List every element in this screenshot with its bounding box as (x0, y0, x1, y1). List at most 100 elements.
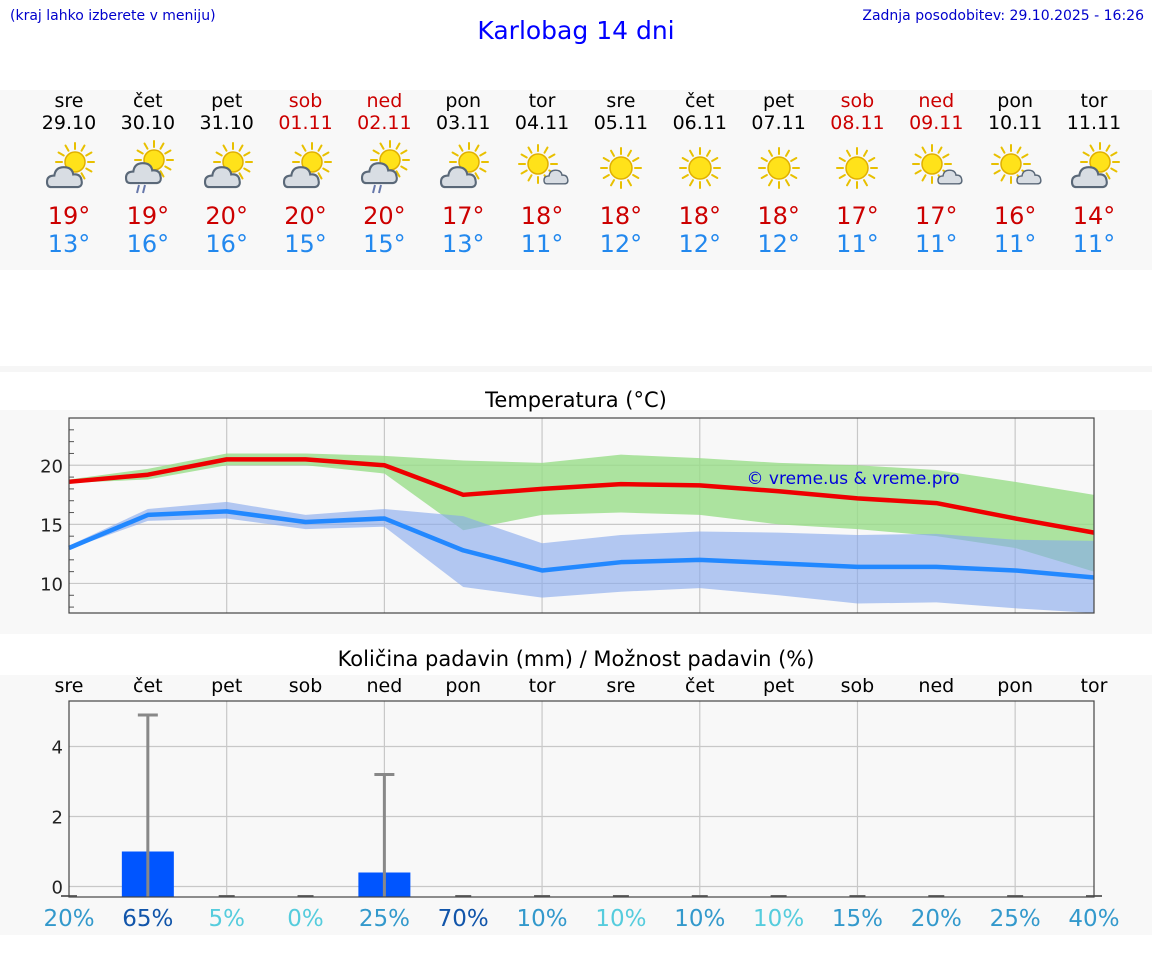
precip-chance: 20% (43, 906, 94, 932)
precip-chance: 40% (1068, 906, 1119, 932)
cloud-shape (937, 169, 963, 185)
min-temp: 12° (678, 230, 722, 258)
sun-disc (458, 151, 480, 173)
forecast-day: pet 31.10 20° 16° (187, 90, 267, 258)
precip-chance: 10% (674, 906, 725, 932)
partly-cloudy-icon (45, 142, 95, 189)
min-temp: 13° (47, 230, 91, 258)
cloud-shape (203, 166, 241, 189)
day-date: 07.11 (751, 112, 806, 134)
mostly-sunny-icon (518, 144, 569, 185)
min-temp: 12° (599, 230, 643, 258)
sun-disc (1000, 153, 1022, 175)
day-date: 05.11 (593, 112, 649, 134)
day-name: tor (528, 90, 556, 112)
day-label: sre (55, 675, 84, 697)
mostly-sunny-icon (912, 144, 963, 185)
sun-disc (921, 153, 944, 175)
day-date: 30.10 (120, 112, 176, 134)
day-date: 29.10 (41, 112, 97, 134)
day-date: 10.11 (987, 112, 1043, 134)
day-label: čet (685, 675, 715, 697)
forecast-day: sre 29.10 19° 13° (29, 90, 109, 258)
y-tick-label: 2 (52, 808, 63, 829)
day-label: pon (445, 675, 481, 697)
sun-disc (300, 151, 323, 173)
forecast-day: pet 07.11 18° 12° (739, 90, 819, 258)
sunny-icon (599, 147, 642, 189)
partly-cloudy-icon (1070, 142, 1120, 189)
day-name: ned (366, 90, 403, 112)
rain-drops (135, 184, 146, 194)
precip-chance: 15% (832, 906, 883, 932)
precip-chance: 65% (122, 906, 173, 932)
forecast-day: tor 04.11 18° 11° (502, 90, 582, 258)
max-temp: 18° (757, 202, 800, 230)
watermark: © vreme.us & vreme.pro (746, 469, 959, 489)
precip-chance: 70% (438, 906, 489, 932)
forecast-day: čet 06.11 18° 12° (660, 90, 740, 258)
precip-chance: 25% (990, 906, 1041, 932)
cloud-shape (1070, 166, 1108, 189)
day-name: ned (918, 90, 955, 112)
y-tick-label: 15 (40, 515, 63, 536)
min-temp: 11° (836, 230, 879, 258)
day-date: 01.11 (278, 112, 333, 134)
day-label: pet (763, 675, 794, 697)
max-temp: 16° (993, 202, 1037, 230)
min-temp: 11° (915, 230, 958, 258)
precip-chance: 20% (911, 906, 962, 932)
day-label: tor (529, 675, 556, 697)
max-temp: 18° (520, 202, 564, 230)
day-label: ned (366, 675, 402, 697)
min-temp-line (68, 509, 1095, 580)
min-temp: 11° (520, 230, 564, 258)
forecast-day: sre 05.11 18° 12° (581, 90, 661, 258)
max-temp: 17° (915, 202, 958, 230)
precipitation-chart-title: Količina padavin (mm) / Možnost padavin … (337, 647, 815, 671)
forecast-day: tor 11.11 14° 11° (1054, 90, 1134, 258)
sun-rays (757, 147, 800, 189)
day-label: tor (1081, 675, 1108, 697)
day-label: pet (211, 675, 242, 697)
forecast-day: čet 30.10 19° 16° (108, 90, 188, 258)
day-label: sob (841, 675, 875, 697)
last-update: Zadnja posodobitev: 29.10.2025 - 16:26 (862, 8, 1144, 24)
day-name: čet (133, 90, 163, 112)
cloudy-rain-icon (361, 140, 411, 194)
precip-chance: 0% (287, 906, 324, 932)
max-range-band (69, 453, 1094, 572)
day-label: ned (918, 675, 954, 697)
page-title: Karlobag 14 dni (477, 16, 675, 45)
day-date: 02.11 (357, 112, 412, 134)
day-label: sre (606, 675, 635, 697)
location-hint: (kraj lahko izberete v meniju) (10, 8, 216, 24)
forecast-day: ned 02.11 20° 15° (344, 90, 424, 258)
day-name: pet (763, 90, 795, 112)
cloud-shape (361, 162, 399, 185)
precipitation-chart: sre čet pet sob ned pon tor sre čet pet sob ned pon t… (43, 675, 1119, 932)
sun-rays (912, 144, 953, 184)
y-tick-label: 0 (52, 878, 63, 899)
precip-chance: 10% (753, 906, 804, 932)
y-tick-label: 10 (40, 574, 63, 595)
max-temp: 19° (126, 202, 170, 230)
day-date: 09.11 (909, 112, 964, 134)
min-temp: 11° (993, 230, 1037, 258)
sunny-icon (836, 147, 879, 189)
cloud-shape (543, 169, 569, 185)
sun-disc (845, 156, 870, 180)
precip-chance: 5% (208, 906, 245, 932)
y-tick-label: 20 (40, 456, 63, 477)
max-temp: 17° (441, 202, 485, 230)
sun-rays (599, 147, 642, 189)
min-range-band (69, 501, 1094, 613)
cloud-shape (124, 162, 162, 185)
min-temp: 12° (757, 230, 800, 258)
day-name: sre (606, 90, 636, 112)
max-temp: 19° (47, 202, 91, 230)
partly-cloudy-icon (203, 142, 253, 189)
max-temp: 18° (599, 202, 643, 230)
cloud-shape (45, 166, 83, 189)
day-name: pet (211, 90, 243, 112)
